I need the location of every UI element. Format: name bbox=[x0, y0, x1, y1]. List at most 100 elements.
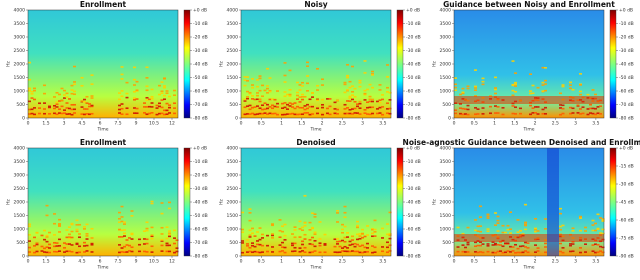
harmonic-streak bbox=[145, 242, 149, 245]
harmonic-streak bbox=[529, 92, 532, 95]
harmonic-streak bbox=[28, 225, 31, 228]
harmonic-streak bbox=[544, 218, 547, 220]
harmonic-streak bbox=[571, 250, 575, 253]
harmonic-streak bbox=[268, 112, 272, 115]
harmonic-streak bbox=[534, 251, 537, 253]
harmonic-streak bbox=[559, 225, 562, 228]
harmonic-streak bbox=[85, 113, 89, 115]
panel-title: Noise-agnostic Guidance between Denoised… bbox=[403, 138, 640, 147]
x-tick-label: 1 bbox=[493, 259, 496, 265]
harmonic-streak bbox=[155, 113, 159, 116]
harmonic-streak bbox=[591, 107, 595, 110]
colorbar bbox=[396, 147, 404, 257]
harmonic-streak bbox=[474, 85, 477, 88]
colorbar-tick-label: -75 dB bbox=[619, 236, 634, 242]
harmonic-streak bbox=[541, 66, 545, 69]
harmonic-streak bbox=[33, 107, 36, 109]
harmonic-streak bbox=[175, 239, 179, 242]
harmonic-streak bbox=[58, 238, 61, 241]
harmonic-streak bbox=[343, 211, 347, 214]
harmonic-streak bbox=[145, 77, 149, 79]
harmonic-streak bbox=[150, 235, 154, 238]
colorbar-tick-label: -50 dB bbox=[619, 75, 634, 81]
harmonic-streak bbox=[491, 244, 495, 246]
harmonic-streak bbox=[561, 85, 565, 88]
harmonic-streak bbox=[601, 219, 605, 221]
harmonic-streak bbox=[336, 243, 339, 245]
harmonic-streak bbox=[253, 250, 257, 253]
colorbar-tick-label: -30 dB bbox=[193, 186, 208, 192]
harmonic-streak bbox=[168, 104, 171, 107]
harmonic-streak bbox=[363, 251, 367, 253]
harmonic-streak bbox=[351, 85, 354, 87]
harmonic-streak bbox=[145, 96, 149, 99]
harmonic-streak bbox=[599, 113, 602, 115]
harmonic-streak bbox=[150, 112, 154, 114]
y-tick-label: 4000 bbox=[440, 146, 452, 152]
harmonic-streak bbox=[579, 84, 582, 86]
y-tick-label: 1000 bbox=[227, 227, 239, 233]
harmonic-streak bbox=[283, 234, 287, 237]
harmonic-streak bbox=[296, 113, 299, 116]
harmonic-streak bbox=[509, 211, 512, 214]
harmonic-streak bbox=[579, 247, 582, 249]
harmonic-streak bbox=[165, 113, 169, 115]
harmonic-streak bbox=[70, 236, 74, 239]
harmonic-streak bbox=[494, 112, 497, 114]
harmonic-streak bbox=[461, 232, 465, 235]
harmonic-streak bbox=[351, 250, 354, 252]
harmonic-streak bbox=[479, 225, 482, 227]
colorbar-tick-label: +0 dB bbox=[619, 146, 633, 152]
harmonic-streak bbox=[298, 89, 302, 91]
harmonic-streak bbox=[90, 105, 94, 108]
harmonic-streak bbox=[271, 223, 274, 225]
harmonic-streak bbox=[70, 113, 74, 116]
y-tick-label: 2500 bbox=[440, 186, 452, 192]
harmonic-streak bbox=[358, 107, 362, 110]
harmonic-streak bbox=[45, 246, 49, 248]
harmonic-streak bbox=[591, 229, 595, 232]
x-tick-label: 3.5 bbox=[379, 121, 386, 127]
colorbar-tick-label: -10 dB bbox=[193, 21, 208, 27]
harmonic-streak bbox=[536, 230, 540, 232]
harmonic-streak bbox=[343, 225, 347, 228]
harmonic-streak bbox=[599, 105, 602, 108]
harmonic-streak bbox=[386, 223, 389, 225]
harmonic-streak bbox=[165, 242, 169, 245]
harmonic-streak bbox=[118, 104, 121, 107]
harmonic-streak bbox=[296, 94, 299, 97]
harmonic-streak bbox=[333, 101, 337, 104]
colorbar-tick-label: -60 dB bbox=[406, 227, 421, 233]
harmonic-streak bbox=[301, 93, 304, 96]
harmonic-streak bbox=[486, 243, 490, 245]
harmonic-streak bbox=[356, 103, 359, 105]
harmonic-streak bbox=[371, 74, 374, 76]
harmonic-streak bbox=[519, 245, 522, 248]
x-axis-label: Time bbox=[522, 265, 534, 271]
harmonic-streak bbox=[561, 84, 565, 86]
x-axis-label: Time bbox=[96, 265, 108, 271]
harmonic-streak bbox=[326, 98, 329, 100]
harmonic-streak bbox=[306, 112, 309, 114]
harmonic-streak bbox=[243, 79, 247, 81]
harmonic-streak bbox=[138, 238, 141, 241]
harmonic-streak bbox=[298, 220, 302, 223]
y-tick-label: 1500 bbox=[227, 75, 239, 81]
harmonic-streak bbox=[308, 105, 312, 108]
harmonic-streak bbox=[133, 84, 136, 86]
harmonic-streak bbox=[85, 102, 89, 104]
harmonic-streak bbox=[599, 217, 602, 219]
harmonic-streak bbox=[130, 246, 134, 249]
y-tick-label: 0 bbox=[22, 116, 25, 122]
harmonic-streak bbox=[363, 93, 367, 96]
harmonic-streak bbox=[75, 243, 79, 246]
harmonic-streak bbox=[60, 99, 64, 102]
harmonic-streak bbox=[145, 99, 149, 101]
harmonic-streak bbox=[28, 87, 31, 90]
y-tick-label: 3500 bbox=[440, 21, 452, 27]
colorbar-tick-label: -70 dB bbox=[193, 102, 208, 108]
harmonic-streak bbox=[118, 217, 121, 220]
harmonic-streak bbox=[346, 236, 349, 238]
harmonic-streak bbox=[316, 107, 319, 110]
harmonic-streak bbox=[373, 235, 377, 237]
